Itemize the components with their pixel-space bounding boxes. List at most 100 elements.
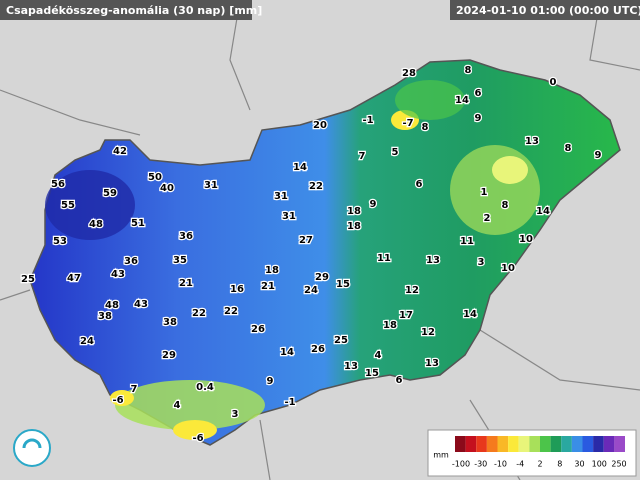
time-box [450, 0, 640, 20]
station-value: 21 [179, 278, 193, 289]
station-value: 5 [392, 147, 399, 158]
station-value: 4 [174, 400, 181, 411]
station-value: 13 [525, 136, 539, 147]
station-value: 18 [347, 206, 361, 217]
anomaly-area [492, 156, 528, 184]
station-value: 26 [251, 324, 265, 335]
station-value: -7 [402, 118, 413, 129]
title-box [0, 0, 252, 20]
station-value: 31 [282, 211, 296, 222]
station-value: 18 [347, 221, 361, 232]
station-value: 20 [313, 120, 327, 131]
legend-label: -4 [516, 460, 524, 469]
station-value: 22 [192, 308, 206, 319]
legend-swatch [486, 436, 498, 452]
station-value: 18 [265, 265, 279, 276]
legend-swatch [476, 436, 487, 452]
legend-swatch [561, 436, 572, 452]
station-value: 29 [315, 272, 329, 283]
legend-swatch [582, 436, 594, 452]
station-value: 48 [89, 219, 103, 230]
station-value: 53 [53, 236, 67, 247]
station-value: 10 [501, 263, 515, 274]
station-value: 14 [463, 309, 477, 320]
station-value: 11 [377, 253, 391, 264]
station-value: 47 [67, 273, 81, 284]
legend-swatch [497, 436, 509, 452]
station-value: 9 [595, 150, 602, 161]
station-value: 10 [519, 234, 533, 245]
station-value: 13 [425, 358, 439, 369]
anomaly-area [45, 170, 135, 240]
station-value: 38 [98, 311, 112, 322]
station-value: 31 [204, 180, 218, 191]
station-value: 50 [148, 172, 162, 183]
station-value: 14 [293, 162, 307, 173]
station-value: 51 [131, 218, 145, 229]
station-value: 4 [375, 350, 382, 361]
legend-swatch [540, 436, 551, 452]
legend-swatch [614, 436, 625, 452]
legend-label: -100 [452, 460, 470, 469]
station-value: 40 [160, 183, 174, 194]
legend-swatch [465, 436, 477, 452]
legend-swatch [518, 436, 530, 452]
station-value: 55 [61, 200, 75, 211]
station-value: 15 [365, 368, 379, 379]
station-value: 7 [131, 384, 138, 395]
station-value: 12 [405, 285, 419, 296]
legend: mm -100 -30 -10 -4 2 8 30 100 250 [427, 429, 637, 477]
legend-label: -10 [494, 460, 507, 469]
station-value: 8 [502, 200, 509, 211]
station-value: 0 [550, 77, 557, 88]
title: Csapadékösszeg-anomália (30 nap) [mm] [6, 4, 262, 17]
legend-swatch [593, 436, 604, 452]
station-value: 1 [481, 187, 488, 198]
station-value: -6 [112, 395, 123, 406]
station-value: -1 [284, 397, 295, 408]
station-value: 13 [344, 361, 358, 372]
legend-label: 2 [537, 460, 542, 469]
legend-label: 30 [574, 460, 584, 469]
station-value: -1 [362, 115, 373, 126]
legend-unit: mm [433, 451, 449, 460]
station-value: 17 [399, 310, 413, 321]
legend-label: 8 [557, 460, 562, 469]
station-value: 31 [274, 191, 288, 202]
station-value: 3 [478, 257, 485, 268]
station-value: 13 [426, 255, 440, 266]
station-value: 36 [124, 256, 138, 267]
logo [13, 429, 51, 467]
station-value: 48 [105, 300, 119, 311]
station-value: 11 [460, 236, 474, 247]
station-value: 25 [21, 274, 35, 285]
station-value: 42 [113, 146, 127, 157]
station-value: 16 [230, 284, 244, 295]
station-value: 8 [465, 65, 472, 76]
station-value: 14 [455, 95, 469, 106]
station-value: 0.4 [196, 382, 214, 393]
station-value: 26 [311, 344, 325, 355]
station-value: 6 [416, 179, 423, 190]
timestamp: 2024-01-10 01:00 (00:00 UTC) [456, 4, 640, 17]
station-value: 35 [173, 255, 187, 266]
anomaly-area [450, 145, 540, 235]
station-value: 14 [536, 206, 550, 217]
station-value: 8 [565, 143, 572, 154]
station-value: 43 [111, 269, 125, 280]
station-value: 22 [224, 306, 238, 317]
station-value: -6 [192, 433, 203, 444]
station-value: 2 [484, 213, 491, 224]
station-value: 6 [475, 88, 482, 99]
station-value: 9 [370, 199, 377, 210]
station-value: 29 [162, 350, 176, 361]
station-value: 25 [334, 335, 348, 346]
legend-label: -30 [474, 460, 487, 469]
station-value: 56 [51, 179, 65, 190]
station-value: 18 [383, 320, 397, 331]
legend-swatch [508, 436, 519, 452]
station-value: 7 [359, 151, 366, 162]
station-value: 8 [422, 122, 429, 133]
station-value: 36 [179, 231, 193, 242]
station-value: 38 [163, 317, 177, 328]
